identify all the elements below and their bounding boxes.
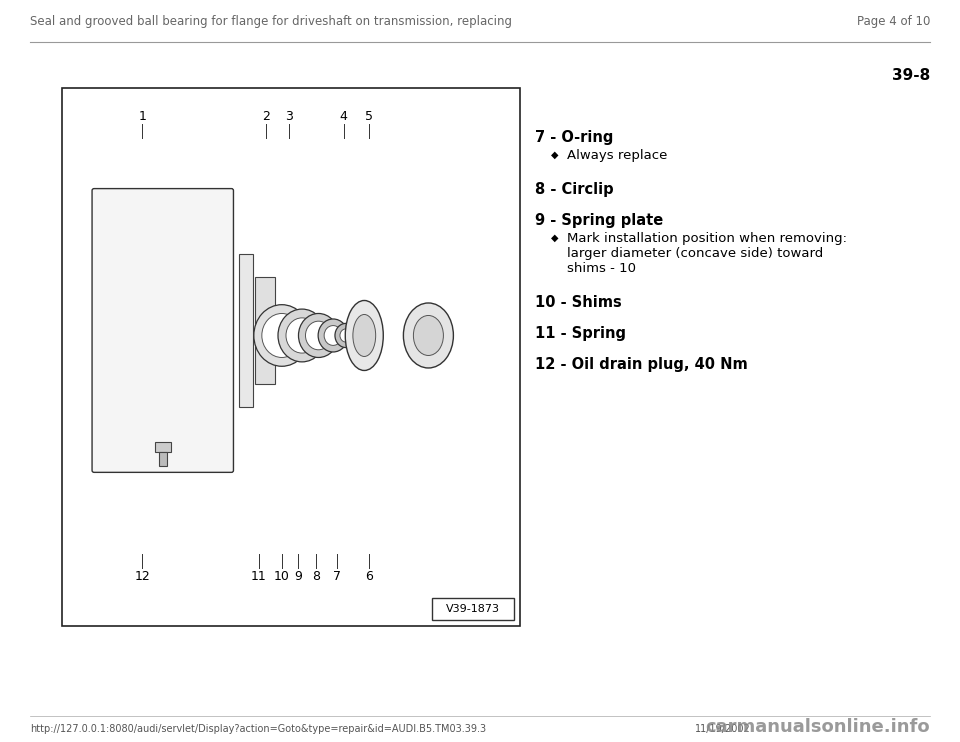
Bar xyxy=(158,452,167,466)
Ellipse shape xyxy=(353,315,375,356)
Text: ◆: ◆ xyxy=(551,150,559,160)
Ellipse shape xyxy=(286,318,318,353)
Text: V39-1873: V39-1873 xyxy=(446,604,500,614)
Text: 9: 9 xyxy=(294,570,301,582)
FancyBboxPatch shape xyxy=(92,188,233,473)
Ellipse shape xyxy=(335,324,357,347)
Ellipse shape xyxy=(340,329,352,342)
Text: 8 - Circlip: 8 - Circlip xyxy=(535,182,613,197)
Bar xyxy=(255,277,276,384)
Text: 9 - Spring plate: 9 - Spring plate xyxy=(535,213,663,228)
Text: 11/19/2002: 11/19/2002 xyxy=(695,724,751,734)
Bar xyxy=(62,88,520,626)
Bar xyxy=(239,254,253,407)
Text: 3: 3 xyxy=(285,110,293,122)
Text: 6: 6 xyxy=(365,570,372,582)
Text: 10 - Shims: 10 - Shims xyxy=(535,295,622,310)
Text: shims - 10: shims - 10 xyxy=(567,262,636,275)
Text: 11: 11 xyxy=(252,570,267,582)
Text: 7: 7 xyxy=(333,570,341,582)
Text: 2: 2 xyxy=(262,110,270,122)
Text: Always replace: Always replace xyxy=(567,149,667,162)
Text: Page 4 of 10: Page 4 of 10 xyxy=(856,16,930,28)
Text: 8: 8 xyxy=(312,570,321,582)
Text: 11 - Spring: 11 - Spring xyxy=(535,326,626,341)
Ellipse shape xyxy=(414,315,444,355)
Ellipse shape xyxy=(299,313,339,358)
Text: 12: 12 xyxy=(134,570,150,582)
Ellipse shape xyxy=(318,319,348,352)
Ellipse shape xyxy=(324,326,342,345)
Text: 39-8: 39-8 xyxy=(892,68,930,83)
Ellipse shape xyxy=(305,321,331,349)
Text: 1: 1 xyxy=(138,110,146,122)
Ellipse shape xyxy=(278,309,326,362)
Text: 4: 4 xyxy=(340,110,348,122)
Text: Seal and grooved ball bearing for flange for driveshaft on transmission, replaci: Seal and grooved ball bearing for flange… xyxy=(30,16,512,28)
Text: http://127.0.0.1:8080/audi/servlet/Display?action=Goto&type=repair&id=AUDI.B5.TM: http://127.0.0.1:8080/audi/servlet/Displ… xyxy=(30,724,486,734)
Ellipse shape xyxy=(253,305,310,367)
Bar xyxy=(155,441,171,452)
Text: 7 - O-ring: 7 - O-ring xyxy=(535,130,613,145)
Text: Mark installation position when removing:: Mark installation position when removing… xyxy=(567,232,847,245)
Ellipse shape xyxy=(262,313,301,358)
Text: 10: 10 xyxy=(274,570,290,582)
Ellipse shape xyxy=(346,301,383,370)
Text: larger diameter (concave side) toward: larger diameter (concave side) toward xyxy=(567,247,824,260)
Bar xyxy=(432,598,514,620)
Text: 12 - Oil drain plug, 40 Nm: 12 - Oil drain plug, 40 Nm xyxy=(535,357,748,372)
Text: ◆: ◆ xyxy=(551,233,559,243)
Text: carmanualsonline.info: carmanualsonline.info xyxy=(706,718,930,736)
Ellipse shape xyxy=(403,303,453,368)
Text: 5: 5 xyxy=(365,110,372,122)
